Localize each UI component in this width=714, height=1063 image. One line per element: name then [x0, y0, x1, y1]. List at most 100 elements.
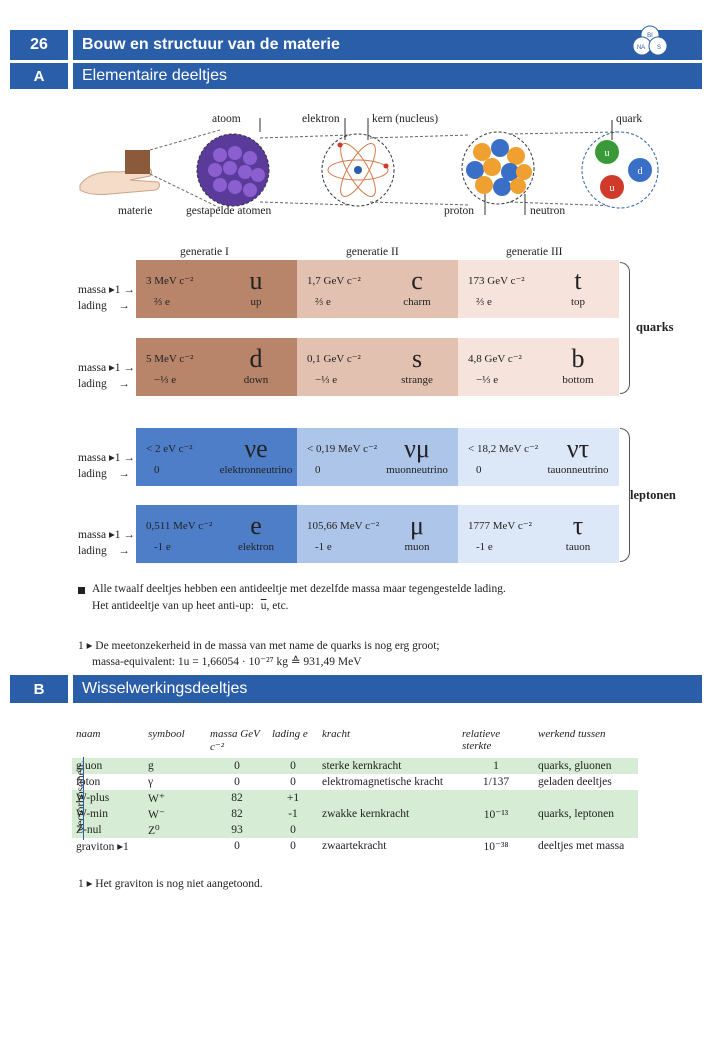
- particle-symbol: νμ: [404, 434, 430, 463]
- section-b-header: B Wisselwerkingsdeeltjes: [10, 675, 702, 703]
- cell-tussen: [534, 790, 638, 806]
- particle-mass: 3 MeV c⁻²: [146, 275, 194, 287]
- row-label-lading: lading →: [78, 378, 130, 390]
- label-neutron: neutron: [530, 205, 566, 217]
- label-proton: proton: [444, 205, 475, 217]
- row-label-massa: massa ▸1 →: [78, 362, 135, 374]
- cell-massa: 0: [234, 840, 240, 852]
- cell-kracht: zwaartekracht: [322, 840, 387, 852]
- cell-tussen: quarks, gluonen: [538, 760, 612, 772]
- quarks-label: quarks: [636, 320, 674, 334]
- antiparticle-note-1: Alle twaalf deeltjes hebben een antideel…: [92, 583, 506, 595]
- cell-massa: 82: [231, 792, 243, 804]
- cell-massa: 0: [234, 760, 240, 772]
- cell-massa: 93: [231, 824, 243, 836]
- anti-up-symbol: u: [260, 600, 267, 612]
- lepton-cell-tauon: 1777 MeV c⁻² -1 e τ tauon: [458, 505, 619, 563]
- cell-naam: gluon: [76, 760, 103, 772]
- row-label-massa: massa ▸1 →: [78, 452, 135, 464]
- particle-symbol: c: [411, 266, 423, 295]
- col-lading: lading e: [272, 728, 308, 740]
- section-b-title: Wisselwerkingsdeeltjes: [82, 680, 248, 697]
- section-a-header: A Elementaire deeltjes: [10, 63, 702, 89]
- quark-cell-charm: 1,7 GeV c⁻² ⅔ e c charm: [297, 260, 458, 318]
- particle-symbol: u: [249, 266, 263, 295]
- particle-name: muonneutrino: [386, 464, 448, 476]
- hand-icon: [79, 167, 161, 195]
- cell-symbool: g: [148, 760, 154, 772]
- table-row: foton γ 0 0 elektromagnetische kracht 1/137 ge…: [72, 774, 638, 790]
- particle-mass: 4,8 GeV c⁻²: [468, 353, 522, 365]
- row-label-lading: lading →: [78, 468, 130, 480]
- particle-symbol: b: [571, 344, 585, 373]
- particle-symbol: t: [574, 266, 582, 295]
- chapter-header: 26 Bouw en structuur van de materie BI N…: [10, 25, 702, 60]
- quarks-brace: [620, 262, 630, 394]
- section-a-title: Elementaire deeltjes: [82, 67, 227, 84]
- cell-tussen: deeltjes met massa: [538, 840, 625, 852]
- cell-kracht: sterke kernkracht: [322, 760, 402, 772]
- particle-charge: −⅓ e: [315, 374, 338, 386]
- section-a-letter: A: [33, 67, 45, 85]
- lepton-cell-muonneutrino: < 0,19 MeV c⁻² 0 νμ muonneutrino: [297, 428, 458, 486]
- particle-name: tauonneutrino: [547, 464, 609, 476]
- cell-sterkte: 1/137: [482, 776, 510, 788]
- badge-s: S: [657, 45, 661, 51]
- cell-naam: W-plus: [76, 792, 110, 804]
- particle-name: elektronneutrino: [219, 464, 293, 476]
- col-sterkte: relatieve sterkte: [462, 728, 501, 752]
- cell-lading: 0: [290, 776, 296, 788]
- cell-symbool: W⁻: [148, 809, 165, 821]
- cell-sterkte: 10⁻¹³: [483, 809, 509, 821]
- quark-letter-1: u: [605, 148, 610, 159]
- col-kracht: kracht: [322, 728, 351, 740]
- particle-symbol: d: [249, 344, 263, 373]
- table-row: W-min W⁻ 82 -1 zwakke kernkracht 10⁻¹³ quarks,…: [72, 806, 638, 822]
- col-tussen: werkend tussen: [538, 728, 606, 740]
- row-label-lading: lading →: [78, 545, 130, 557]
- cell-kracht: elektromagnetische kracht: [322, 776, 444, 788]
- cell-massa: 0: [234, 776, 240, 788]
- table-row: W-plus W⁺ 82 +1: [72, 790, 638, 806]
- cell-naam: graviton ▸1: [76, 841, 129, 853]
- page-number: 26: [30, 36, 48, 53]
- particle-symbol: s: [411, 344, 423, 373]
- table-row: gluon g 0 0 sterke kernkracht 1 quarks, gluone…: [72, 758, 638, 774]
- particle-mass: 1777 MeV c⁻²: [468, 520, 532, 532]
- cell-symbool: W⁺: [148, 793, 165, 805]
- particle-name: tauon: [565, 541, 591, 553]
- quark-letter-3: u: [610, 183, 615, 194]
- lepton-cell-elektronneutrino: < 2 eV c⁻² 0 νe elektronneutrino: [136, 428, 297, 486]
- particle-mass: 1,7 GeV c⁻²: [307, 275, 361, 287]
- cell-tussen: geladen deeltjes: [538, 776, 612, 788]
- cell-sterkte: 10⁻³⁸: [483, 841, 509, 853]
- particle-charge: −⅓ e: [154, 374, 177, 386]
- particle-name: top: [570, 296, 586, 308]
- matter-structure-illustration: u d u: [79, 118, 659, 215]
- row-label-lading: lading →: [78, 300, 130, 312]
- vectorbosonen-label: vectorbosonen: [75, 764, 87, 832]
- footnote1-line1: 1 ▸ De meetonzekerheid in de massa van m…: [78, 640, 440, 652]
- particle-charge: 0: [315, 464, 321, 476]
- cell-sterkte: 1: [493, 760, 499, 772]
- lepton-cell-elektron: 0,511 MeV c⁻² -1 e e elektron: [136, 505, 297, 563]
- footnote1-line2: massa-equivalent: 1u = 1,66054 · 10⁻²⁷ k…: [92, 656, 362, 668]
- col-naam: naam: [76, 728, 101, 740]
- particle-name: elektron: [237, 541, 275, 553]
- generation-3: generatie III: [506, 246, 563, 258]
- square-bullet-icon: [78, 587, 85, 594]
- particle-charge: 0: [154, 464, 160, 476]
- row-label-massa: massa ▸1 →: [78, 284, 135, 296]
- particle-charge: -1 e: [476, 541, 493, 553]
- particle-charge: ⅔ e: [476, 296, 492, 308]
- cell-sterkte: [458, 822, 534, 838]
- particle-name: charm: [403, 296, 431, 308]
- label-elektron: elektron: [302, 113, 340, 125]
- quark-cell-up: 3 MeV c⁻² ⅔ e u up: [136, 260, 297, 318]
- interaction-particles-table: naam symbool massa GeV c⁻² lading e krac…: [72, 728, 638, 854]
- quark-cell-bottom: 4,8 GeV c⁻² −⅓ e b bottom: [458, 338, 619, 396]
- label-quark: quark: [616, 113, 643, 125]
- cell-symbool: γ: [148, 776, 154, 788]
- cell-kracht: [318, 822, 458, 838]
- particle-charge: -1 e: [315, 541, 332, 553]
